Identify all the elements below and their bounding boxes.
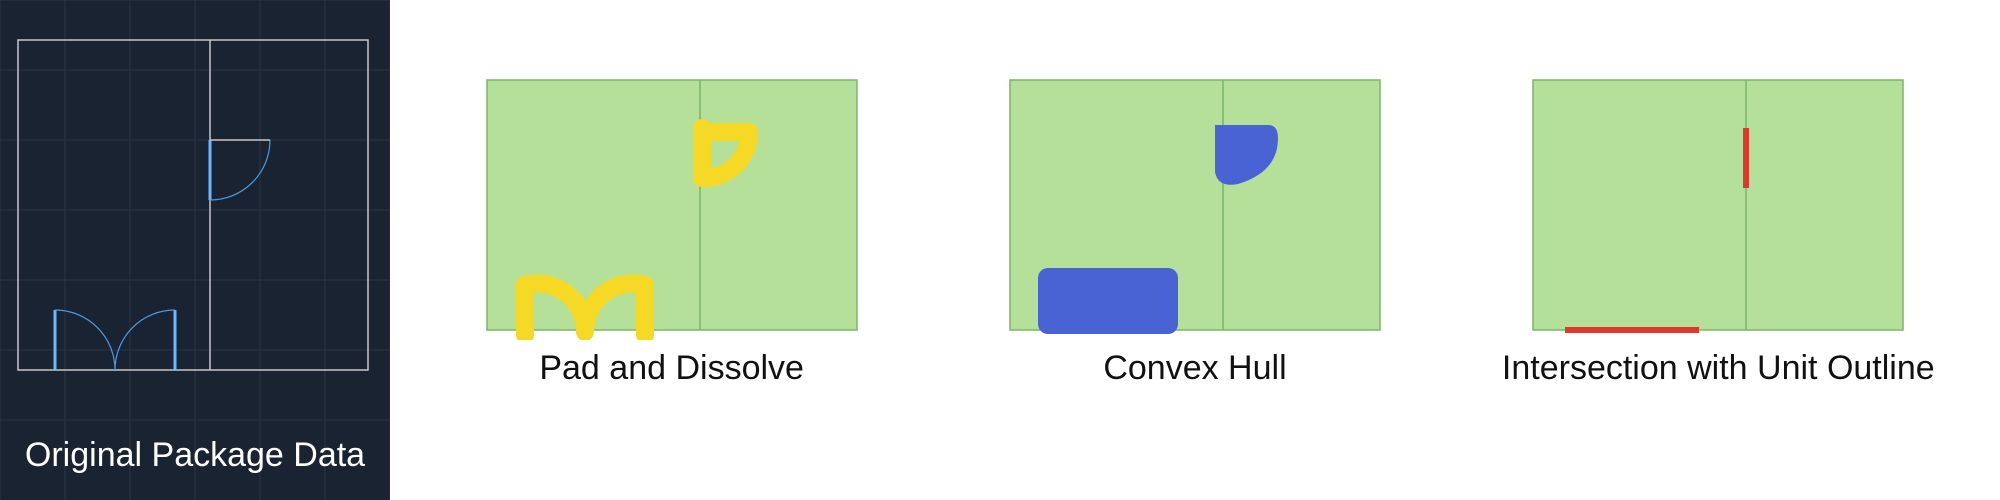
caption-pad-dissolve-text: Pad and Dissolve (539, 349, 804, 387)
upper-door (210, 140, 270, 200)
caption-original: Original Package Data (0, 435, 390, 476)
panel-pad-dissolve: Pad and Dissolve (432, 0, 912, 389)
floorplan-dark-svg (0, 0, 390, 500)
green-unit-outline (1533, 80, 1903, 330)
intersection-svg (1523, 0, 1913, 340)
background-grid (0, 0, 390, 500)
floorplan-outer-wall (18, 40, 368, 370)
pad-dissolve-svg (477, 0, 867, 340)
panel-original-package-data: Original Package Data (0, 0, 390, 500)
lower-double-door (55, 310, 175, 370)
caption-pad-dissolve: Pad and Dissolve (539, 348, 804, 389)
caption-intersection: Intersection with Unit Outline (1502, 348, 1935, 389)
panel-intersection: Intersection with Unit Outline (1478, 0, 1958, 389)
blue-lower-hull (1038, 268, 1178, 334)
caption-original-text: Original Package Data (25, 436, 365, 474)
caption-intersection-text: Intersection with Unit Outline (1502, 349, 1935, 387)
caption-convex-hull-text: Convex Hull (1103, 349, 1286, 387)
caption-convex-hull: Convex Hull (1103, 348, 1286, 389)
light-panels-group: Pad and Dissolve Convex Hull Intersectio… (390, 0, 2000, 500)
panel-convex-hull: Convex Hull (955, 0, 1435, 389)
convex-hull-svg (1000, 0, 1390, 340)
